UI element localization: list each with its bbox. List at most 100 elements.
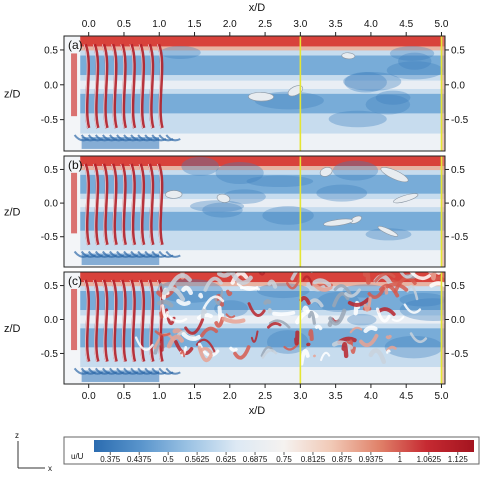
wake-vortex — [154, 330, 171, 337]
root-region — [81, 137, 160, 149]
colorbar-tick-label: 1 — [398, 455, 403, 464]
wake-vortex — [176, 298, 191, 306]
tip-vortex-highlight — [156, 163, 162, 245]
wake-vortex — [327, 320, 333, 328]
wake-vortex — [312, 278, 332, 288]
wake-vortex — [230, 272, 249, 285]
colorbar-tick-label: 1.125 — [448, 455, 469, 464]
wake-vortex — [331, 340, 354, 350]
tip-vortex-highlight — [92, 44, 98, 129]
wake-vortex — [214, 290, 224, 306]
wake-vortex — [134, 336, 154, 351]
wake-vortex — [333, 284, 353, 297]
tip-vortex — [111, 279, 118, 363]
top-x-tick-label: 3.5 — [329, 19, 343, 30]
top-x-tick-label: 1.0 — [152, 19, 166, 30]
tip-vortex-highlight — [120, 279, 125, 362]
wake-vortex — [214, 316, 225, 328]
isolated-vortex — [341, 52, 356, 60]
panel-label: (c) — [68, 274, 82, 288]
inflow-streak — [71, 53, 78, 117]
wake-patch — [398, 52, 432, 70]
top-xlabel: x/D — [249, 2, 266, 14]
wake-vortex — [332, 291, 350, 308]
tip-vortex-highlight — [147, 44, 153, 129]
wake-band — [64, 211, 445, 231]
panel-frame — [63, 155, 446, 268]
wake-patch — [160, 46, 201, 60]
wake-vortex — [375, 307, 391, 323]
panel-field — [64, 36, 445, 151]
bottom-x-tick-label: 2.0 — [223, 391, 237, 402]
wake-patch — [328, 110, 387, 128]
tip-vortex — [156, 163, 164, 246]
tip-vortex — [101, 279, 109, 363]
wake-vortex — [341, 342, 349, 359]
bottom-x-tick-label: 1.5 — [188, 391, 202, 402]
isolated-vortex — [323, 218, 354, 227]
wake-vortex — [299, 296, 311, 305]
top-free-stream — [64, 36, 445, 47]
wake-vortex — [362, 272, 371, 285]
wake-vortex — [197, 345, 213, 363]
wake-vortex — [226, 289, 233, 297]
y-tick-label: -0.5 — [41, 115, 59, 126]
wake-vortex — [203, 276, 223, 292]
tip-vortex — [120, 279, 128, 363]
y-tick-label: 0.0 — [44, 315, 58, 326]
tip-vortex-highlight — [138, 279, 143, 362]
wake-vortex — [386, 349, 391, 354]
wake-vortex — [320, 351, 331, 362]
tip-vortex-highlight — [101, 279, 107, 362]
colorbar-ticks: 0.375 0.4375 0.5 0.5625 0.625 0.6875 0.75 0.812… — [100, 452, 468, 464]
wake-patch — [389, 46, 435, 61]
y-tick-label: 0.0 — [44, 199, 58, 210]
colorbar-label: u/U — [71, 452, 84, 461]
wake-vortex — [406, 285, 419, 301]
tip-vortex-highlight — [147, 163, 153, 245]
root-filament — [165, 134, 181, 142]
panel-c: (c) 0.5 0.5 0.0 0.0 -0.5 -0.5 z/D — [4, 271, 469, 385]
wake-vortex — [363, 325, 378, 334]
wake-patch — [399, 298, 445, 322]
colorbar-tick-label: 0.625 — [216, 455, 237, 464]
colorbar-gradient — [94, 440, 474, 452]
top-free-stream — [64, 272, 445, 283]
wake-vortex — [307, 310, 316, 325]
panel-field — [64, 156, 445, 267]
y-tick-label: -0.5 — [41, 232, 59, 243]
wake-vortex — [409, 272, 431, 281]
top-x-tick-label: 0.0 — [82, 19, 96, 30]
top-x-tick-label: 0.5 — [117, 19, 131, 30]
centre-band — [64, 199, 445, 208]
bottom-x-tick-label: 1.0 — [152, 391, 166, 402]
wake-vortex — [308, 298, 324, 308]
colorbar-tick-label: 0.5625 — [185, 455, 210, 464]
wake-vortex — [156, 299, 174, 308]
right-edge-strip — [441, 36, 445, 151]
bottom-x-tick-label: 4.0 — [364, 391, 378, 402]
wake-vortex — [299, 348, 310, 366]
wake-vortex — [267, 279, 278, 289]
wake-vortex — [181, 285, 193, 296]
tip-vortex — [129, 279, 137, 363]
centre-band — [64, 315, 445, 324]
top-x-ticks: 0.0 0.5 1.0 1.5 2.0 2.5 3.0 3.5 4.0 4.5 5.0 — [82, 19, 449, 36]
wake-vortex — [239, 285, 261, 291]
y-axis-label: z/D — [4, 207, 21, 219]
tip-vortex — [92, 279, 100, 363]
tip-vortex — [138, 163, 146, 246]
tip-vortex-highlight — [129, 163, 134, 245]
tip-vortex — [120, 43, 128, 129]
tip-vortex-highlight — [147, 279, 153, 362]
centre-band — [64, 80, 445, 89]
wake-vortex — [346, 340, 354, 345]
colorbar-tick-label: 0.5 — [163, 455, 175, 464]
isolated-vortex — [377, 225, 399, 237]
wake-vortex — [166, 334, 185, 349]
colorbar-tick-label: 1.0625 — [417, 455, 442, 464]
axis-indicator: z x — [15, 431, 52, 473]
y-tick-label: 0.5 — [44, 45, 58, 56]
y-tick-label-right: 0.5 — [451, 45, 465, 56]
axis-indicator-x: x — [48, 464, 52, 473]
